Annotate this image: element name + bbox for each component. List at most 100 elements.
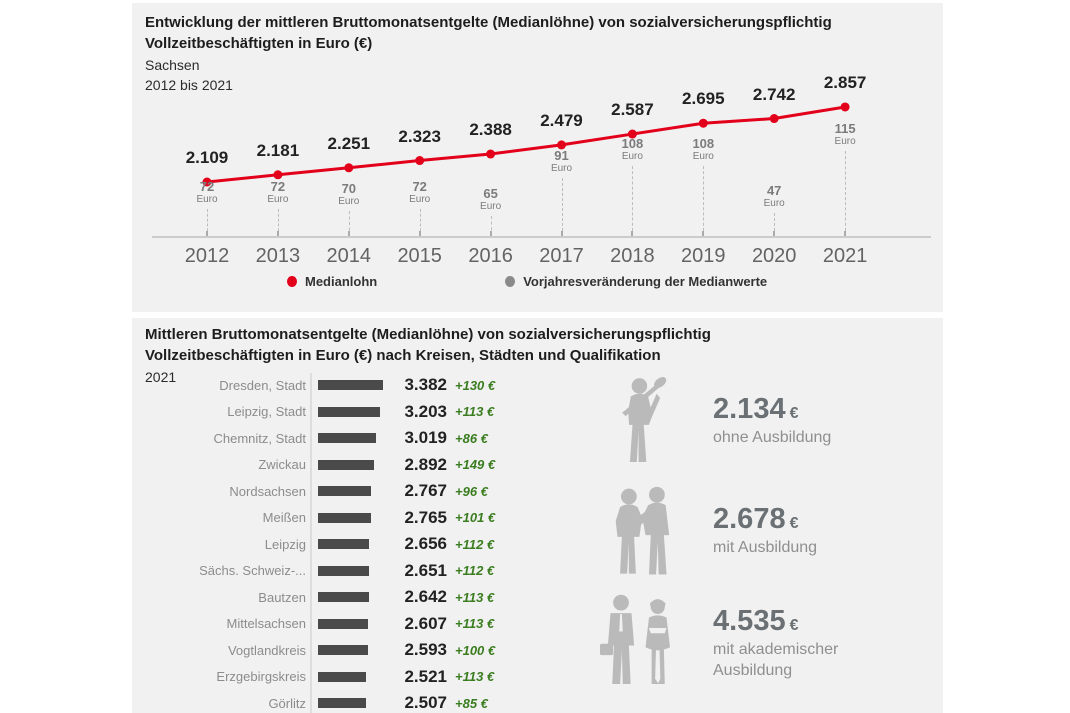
change-value: 70 bbox=[341, 181, 357, 196]
district-row: Dresden, Stadt 3.382 +130 € bbox=[140, 372, 580, 399]
change-unit: Euro bbox=[692, 151, 714, 162]
change-value: 115 bbox=[834, 121, 856, 136]
district-year: 2021 bbox=[145, 369, 177, 385]
change-label-2017: 91 Euro bbox=[530, 149, 594, 175]
euro-sign: € bbox=[789, 404, 799, 422]
year-label-2012: 2012 bbox=[184, 245, 230, 267]
medianlohn-value-2015: 2.323 bbox=[398, 126, 441, 146]
district-median-value: 2.651 bbox=[404, 560, 447, 580]
medianlohn-value-2018: 2.587 bbox=[611, 100, 654, 120]
year-label-2020: 2020 bbox=[751, 245, 797, 267]
district-change-value: +112 € bbox=[455, 563, 495, 579]
drop-line-2014 bbox=[348, 211, 350, 236]
drop-line-2013 bbox=[277, 209, 279, 236]
median-line-chart: 2.109 72 Euro 2012 2.181 72 Euro 2013 2.251 70 Eur… bbox=[132, 3, 943, 312]
change-value: 72 bbox=[412, 179, 427, 194]
median-wage-trend-panel: Entwicklung der mittleren Bruttomonatsen… bbox=[132, 3, 943, 312]
change-unit: Euro bbox=[338, 196, 360, 207]
change-value: 108 bbox=[621, 136, 644, 151]
medianlohn-point-2020 bbox=[769, 114, 779, 124]
medianlohn-point-2018 bbox=[627, 129, 637, 139]
change-unit: Euro bbox=[834, 136, 856, 147]
change-label-2016: 65 Euro bbox=[459, 187, 523, 213]
district-name: Nordsachsen bbox=[229, 483, 306, 499]
district-name: Zwickau bbox=[258, 457, 306, 473]
qual-text-block: 2.134 € ohne Ausbildung bbox=[713, 394, 831, 448]
medianlohn-value-2013: 2.181 bbox=[256, 140, 300, 160]
drop-line-2012 bbox=[207, 209, 208, 236]
medianlohn-value-2017: 2.479 bbox=[540, 110, 583, 130]
bar-track bbox=[318, 565, 384, 576]
medianlohn-value-2020: 2.742 bbox=[752, 84, 796, 104]
year-label-2013: 2013 bbox=[255, 245, 301, 267]
bar-fill bbox=[318, 486, 371, 497]
district-median-value: 2.765 bbox=[404, 507, 447, 527]
drop-line-2018 bbox=[632, 166, 634, 236]
district-row: Meißen 2.765 +101 € bbox=[140, 505, 580, 532]
district-change-value: +112 € bbox=[455, 536, 495, 552]
bar-fill bbox=[318, 645, 368, 656]
qualification-mit-akademischer-ausbildung: 4.535 € mit akademischer Ausbildung bbox=[587, 594, 873, 691]
bar-fill bbox=[318, 698, 366, 709]
bar-track bbox=[318, 380, 384, 391]
district-name: Vogtlandkreis bbox=[227, 642, 306, 658]
district-median-value: 3.203 bbox=[404, 401, 447, 421]
skilled-workers-icon bbox=[587, 483, 697, 578]
change-value: 72 bbox=[199, 179, 215, 194]
axis-tick-2015 bbox=[418, 231, 421, 236]
district-row: Erzgebirgskreis 2.521 +113 € bbox=[140, 664, 580, 691]
district-row: Leipzig, Stadt 3.203 +113 € bbox=[140, 399, 580, 426]
qual-value: 2.134 bbox=[713, 392, 786, 425]
axis-tick-2017 bbox=[560, 231, 563, 236]
district-name: Sächs. Schweiz-... bbox=[199, 563, 306, 579]
district-row: Sächs. Schweiz-... 2.651 +112 € bbox=[140, 558, 580, 585]
bar-fill bbox=[318, 671, 366, 682]
change-label-2012: 72 Euro bbox=[175, 180, 239, 206]
district-change-value: +149 € bbox=[455, 457, 496, 473]
axis-tick-2016 bbox=[489, 231, 492, 236]
bar-track bbox=[318, 592, 384, 603]
change-unit: Euro bbox=[409, 194, 431, 205]
change-value: 108 bbox=[692, 136, 715, 151]
vorjahresveraenderung-dot-icon bbox=[505, 276, 516, 287]
trend-title-line1: Entwicklung der mittleren Bruttomonatsen… bbox=[145, 14, 832, 31]
axis-tick-2020 bbox=[773, 231, 776, 236]
academics-icon bbox=[587, 594, 697, 691]
medianlohn-point-2021 bbox=[840, 102, 850, 112]
drop-line-2020 bbox=[774, 213, 776, 236]
district-change-value: +113 € bbox=[455, 669, 495, 685]
qual-text-block: 4.535 € mit akademischer Ausbildung bbox=[713, 606, 873, 681]
qual-label: mit Ausbildung bbox=[713, 538, 818, 556]
year-label-2019: 2019 bbox=[681, 245, 726, 267]
qualification-mit-ausbildung: 2.678 € mit Ausbildung bbox=[587, 483, 817, 578]
district-title-line1: Mittleren Bruttomonatsentgelte (Medianlö… bbox=[145, 326, 711, 343]
bar-fill bbox=[318, 433, 376, 444]
bar-fill bbox=[318, 539, 369, 550]
district-name: Erzgebirgskreis bbox=[216, 669, 306, 685]
trend-title-line2: Vollzeitbeschäftigten in Euro (€) bbox=[145, 35, 373, 52]
drop-line-2015 bbox=[419, 209, 421, 236]
bar-fill bbox=[318, 592, 369, 603]
qual-text-block: 2.678 € mit Ausbildung bbox=[713, 504, 817, 558]
axis-tick-2019 bbox=[702, 231, 705, 236]
district-row: Chemnitz, Stadt 3.019 +86 € bbox=[140, 425, 580, 452]
change-label-2021: 115 Euro bbox=[813, 122, 877, 148]
medianlohn-value-2012: 2.109 bbox=[185, 148, 229, 167]
district-name: Leipzig, Stadt bbox=[227, 404, 306, 420]
change-value: 91 bbox=[554, 148, 569, 163]
change-unit: Euro bbox=[763, 198, 785, 209]
district-name: Meißen bbox=[262, 510, 306, 526]
bar-track bbox=[318, 671, 384, 682]
district-name: Dresden, Stadt bbox=[219, 377, 306, 393]
medianlohn-point-2014 bbox=[344, 163, 354, 173]
change-unit: Euro bbox=[621, 151, 643, 162]
district-median-value: 2.656 bbox=[404, 534, 447, 554]
district-change-value: +113 € bbox=[455, 404, 495, 420]
district-median-value: 2.607 bbox=[404, 613, 447, 633]
district-change-value: +86 € bbox=[455, 430, 488, 446]
district-row: Vogtlandkreis 2.593 +100 € bbox=[140, 637, 580, 664]
district-change-value: +113 € bbox=[455, 589, 495, 605]
bar-fill bbox=[318, 618, 368, 629]
district-median-value: 3.019 bbox=[404, 428, 447, 448]
